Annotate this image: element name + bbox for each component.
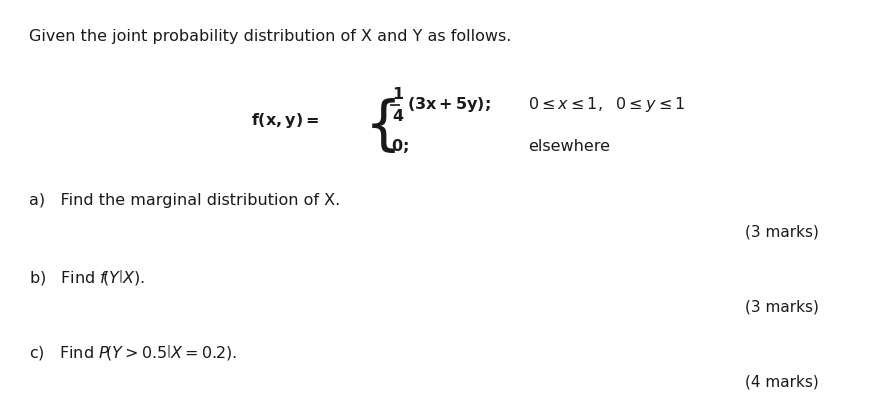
Text: a)   Find the marginal distribution of X.: a) Find the marginal distribution of X. <box>29 193 341 208</box>
Text: (3 marks): (3 marks) <box>744 225 818 240</box>
Text: (3 marks): (3 marks) <box>744 300 818 314</box>
Text: $\mathbf{4}$: $\mathbf{4}$ <box>392 109 404 124</box>
Text: Given the joint probability distribution of X and Y as follows.: Given the joint probability distribution… <box>29 29 511 44</box>
Text: $0 \leq x \leq 1, \ \ 0 \leq y \leq 1$: $0 \leq x \leq 1, \ \ 0 \leq y \leq 1$ <box>528 95 686 114</box>
Text: elsewhere: elsewhere <box>528 139 610 154</box>
Text: $\mathbf{(3x+5y);}$: $\mathbf{(3x+5y);}$ <box>407 95 491 114</box>
Text: $\mathbf{1}$: $\mathbf{1}$ <box>392 86 404 102</box>
Text: $\mathbf{f(x,y)=}$: $\mathbf{f(x,y)=}$ <box>251 111 319 130</box>
Text: {: { <box>365 98 402 156</box>
Text: $\mathbf{0;}$: $\mathbf{0;}$ <box>391 137 408 156</box>
Text: c)   Find $P\!\left(Y>0.5\middle|X=0.2\right).$: c) Find $P\!\left(Y>0.5\middle|X=0.2\rig… <box>29 343 238 362</box>
Text: (4 marks): (4 marks) <box>744 374 818 389</box>
Text: b)   Find $f\!\left(Y\middle|X\right).$: b) Find $f\!\left(Y\middle|X\right).$ <box>29 268 145 287</box>
